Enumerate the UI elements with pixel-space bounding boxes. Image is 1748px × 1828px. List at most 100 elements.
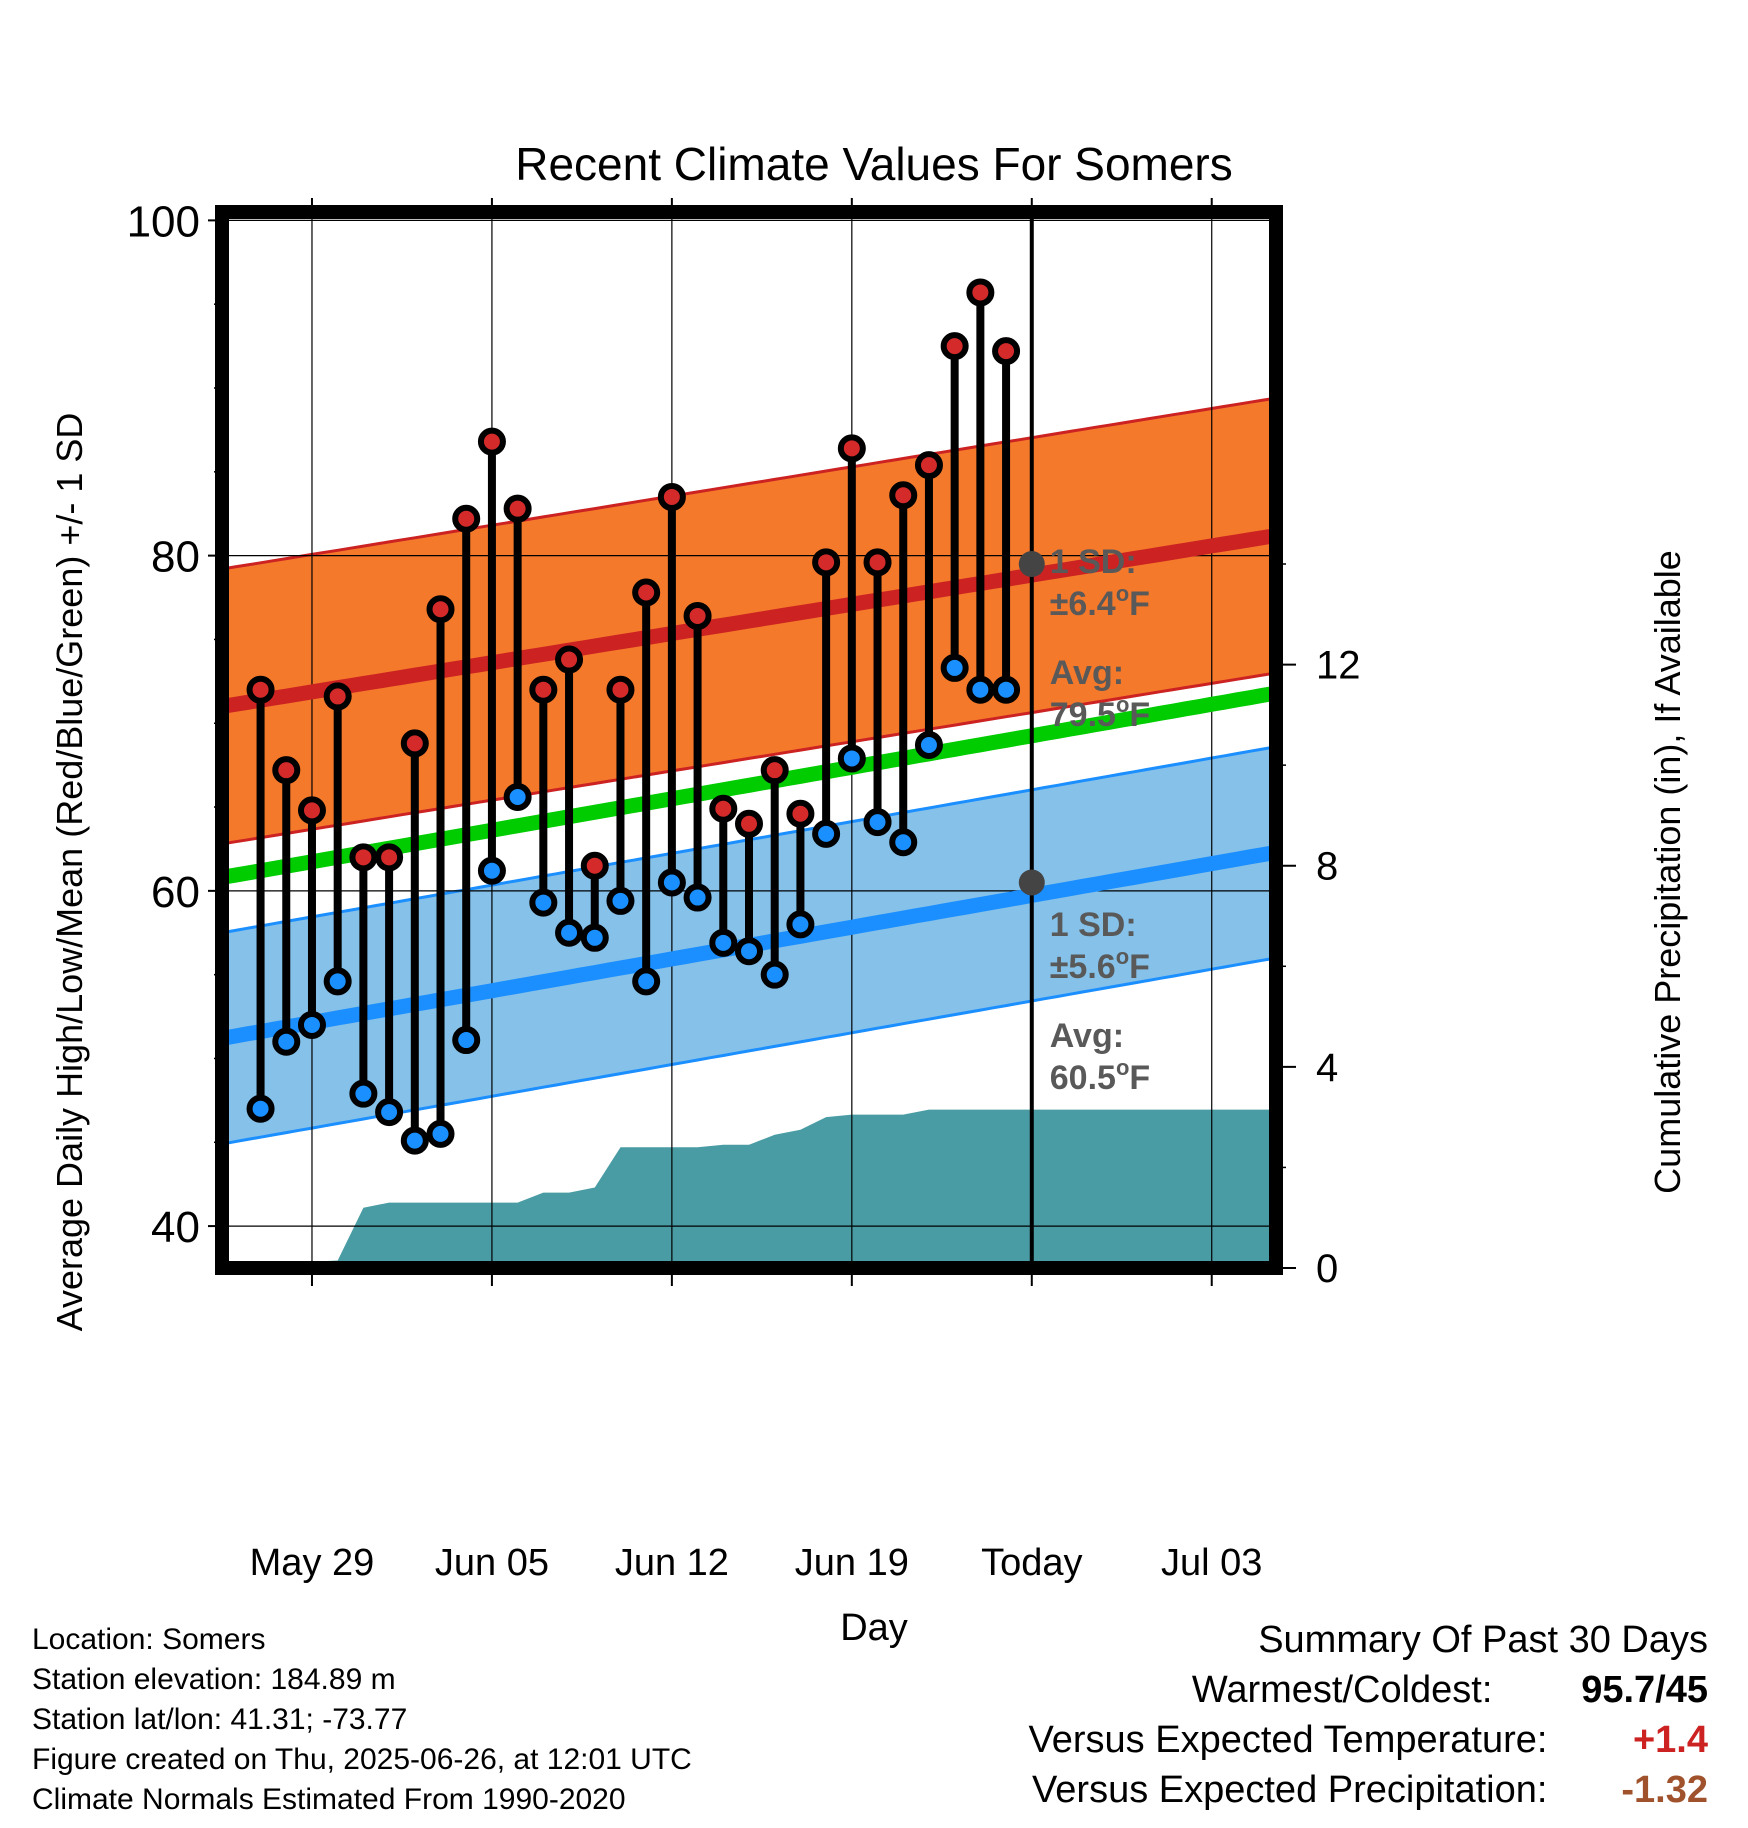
high-point (246, 675, 275, 704)
low-point (632, 967, 661, 996)
high-point (837, 434, 866, 463)
low-avg-marker (1018, 869, 1045, 896)
low-point (786, 910, 815, 939)
y-tick-label-1: 60 (151, 868, 200, 917)
x-tick-label-0: May 29 (250, 1542, 375, 1584)
high-point (426, 595, 455, 624)
high-point (400, 729, 429, 758)
low-sd-annotation-value: ±5.6oF (1050, 944, 1150, 986)
today-days-count: 30 (1044, 1374, 1084, 1415)
summary-precip-value: -1.32 (1621, 1769, 1708, 1811)
low-point (914, 731, 943, 760)
high-sd-annotation-value: ±6.4oF (1050, 581, 1150, 623)
low-point (992, 675, 1021, 704)
high-point (657, 482, 686, 511)
today-days-label: Days (1044, 1419, 1130, 1460)
summary-temp-row: Versus Expected Temperature: +1.4 (1029, 1715, 1708, 1765)
high-point (297, 796, 326, 825)
high-point (683, 601, 712, 630)
summary-temp-value: +1.4 (1632, 1719, 1708, 1761)
y2-tick-label-0: 0 (1316, 1247, 1338, 1291)
low-avg-annotation-value: 60.5oF (1050, 1055, 1150, 1097)
precipitation-area (222, 1109, 1276, 1268)
low-point (940, 653, 969, 682)
summary-warm-cold-label: Warmest/Coldest: (1191, 1669, 1493, 1711)
low-point (812, 819, 841, 848)
x-tick-label-3: Jun 19 (795, 1542, 909, 1584)
high-normal-line (222, 528, 1276, 714)
summary-precip-label: Versus Expected Precipitation: (1032, 1769, 1548, 1811)
x-tick-label-1: Jun 05 (435, 1542, 549, 1584)
high-avg-annotation-label: Avg: (1050, 654, 1124, 692)
y2-tick-label-2: 8 (1316, 845, 1338, 889)
high-point (760, 756, 789, 785)
low-point (889, 828, 918, 857)
high-point (632, 578, 661, 607)
station-info: Location: Somers Station elevation: 184.… (32, 1620, 692, 1820)
y-tick-label-2: 80 (151, 533, 200, 582)
summary-panel: Summary Of Past 30 Days Warmest/Coldest:… (1029, 1615, 1708, 1815)
high-point (992, 337, 1021, 366)
info-location: Location: Somers (32, 1623, 266, 1656)
high-point (812, 548, 841, 577)
high-point (966, 278, 995, 307)
low-point (863, 808, 892, 837)
low-point (683, 883, 712, 912)
low-point (503, 782, 532, 811)
high_normal-upper-edge (222, 396, 1276, 571)
summary-precip-row: Versus Expected Precipitation: -1.32 (1029, 1765, 1708, 1815)
low-point (272, 1027, 301, 1056)
low-point (966, 675, 995, 704)
low-point (452, 1026, 481, 1055)
info-elevation: Station elevation: 184.89 m (32, 1663, 396, 1696)
low-point (555, 918, 584, 947)
x-axis-title: Day (840, 1607, 908, 1649)
low-point (375, 1098, 404, 1127)
x-tick-label-5: Jul 03 (1161, 1542, 1262, 1584)
info-normals: Climate Normals Estimated From 1990-2020 (32, 1783, 626, 1816)
summary-warm-cold-row: Warmest/Coldest: 95.7/45 (1029, 1665, 1708, 1715)
high-point (889, 481, 918, 510)
summary-warm-cold-value: 95.7/45 (1581, 1669, 1708, 1711)
high-point (323, 682, 352, 711)
low-point (400, 1126, 429, 1155)
chart-title: Recent Climate Values For Somers (515, 138, 1233, 190)
high-point (375, 843, 404, 872)
high-point (452, 504, 481, 533)
y2-tick-label-3: 12 (1316, 644, 1361, 688)
low-point (709, 928, 738, 957)
high-point (914, 451, 943, 480)
high-point (349, 843, 378, 872)
high-avg-marker (1018, 551, 1045, 577)
high-point (477, 427, 506, 456)
summary-heading: Summary Of Past 30 Days (1258, 1619, 1708, 1661)
low-point (735, 937, 763, 966)
high-point (503, 494, 532, 523)
low-sd-annotation-label: 1 SD: (1050, 906, 1137, 944)
low-point (297, 1010, 326, 1039)
summary-temp-label: Versus Expected Temperature: (1028, 1719, 1548, 1761)
high-avg-annotation-value: 79.5oF (1050, 692, 1150, 734)
x-tick-label-4: Today (981, 1542, 1082, 1584)
low-point (837, 744, 866, 773)
low-avg-annotation-label: Avg: (1050, 1017, 1124, 1055)
low-point (477, 856, 506, 885)
low-point (657, 868, 686, 897)
low-point (606, 886, 635, 915)
high-sd-annotation-label: 1 SD: (1050, 543, 1137, 581)
info-latlon: Station lat/lon: 41.31; -73.77 (32, 1703, 408, 1736)
x-tick-label-2: Jun 12 (615, 1542, 729, 1584)
y2-tick-label-1: 4 (1316, 1046, 1338, 1090)
high-point (786, 799, 815, 828)
y-tick-label-0: 40 (151, 1203, 200, 1252)
high-point (606, 675, 635, 704)
y-axis-title: Average Daily High/Low/Mean (Red/Blue/Gr… (49, 413, 90, 1332)
low-point (426, 1119, 455, 1148)
high-point (940, 332, 969, 361)
low-point (760, 960, 789, 989)
low-point (323, 967, 352, 996)
high-point (709, 794, 738, 823)
high-point (863, 548, 892, 577)
